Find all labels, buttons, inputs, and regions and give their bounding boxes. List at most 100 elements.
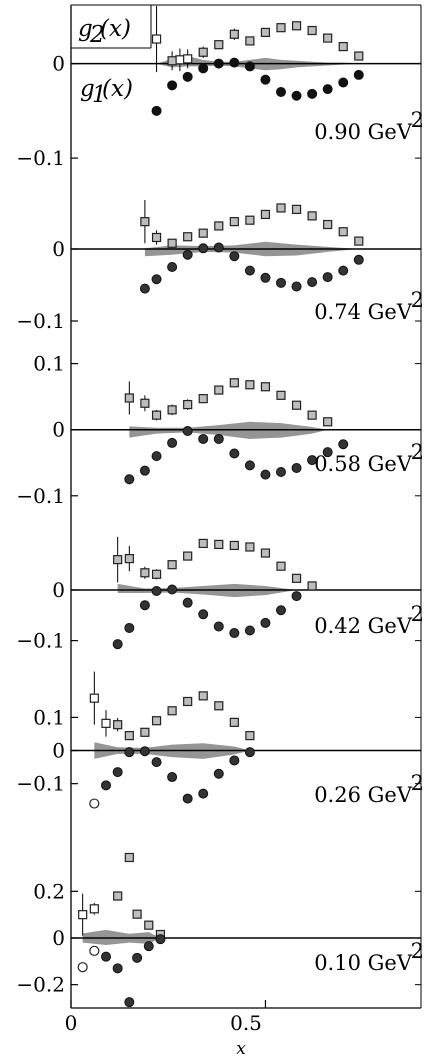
panel-0-g2-open-point-0 <box>151 34 162 44</box>
panel-2-g1-point-13 <box>322 447 333 458</box>
panel-5-g1-point-0 <box>101 951 111 962</box>
panel-1-g2-point-6 <box>229 217 239 227</box>
panel-4-g1-point-2 <box>124 747 135 758</box>
panel-5-y-tick-label-1: 0 <box>52 926 65 950</box>
panel-3-g2-point-12 <box>291 573 302 583</box>
panel-1-y-tick-label-0: 0 <box>52 237 65 261</box>
panel-1-g1-point-0 <box>139 283 150 294</box>
panel-3-g2-point-8 <box>229 540 239 551</box>
panel-4-g1-point-8 <box>213 768 224 779</box>
panel-2-g1-point-7 <box>229 448 240 459</box>
panel-4-g2-point-6 <box>198 691 208 701</box>
panel-5-q2-exponent: 2 <box>411 939 424 963</box>
panel-4-g2-open-point-1 <box>101 718 111 728</box>
panel-0-g1-point-13 <box>353 69 364 80</box>
panel-4-q2-exponent: 2 <box>411 771 424 795</box>
panel-2-g1-point-4 <box>182 426 193 437</box>
panel-2-y-tick-label-1: 0 <box>52 418 65 442</box>
panel-4-g2-point-5 <box>183 696 193 707</box>
panel-3-g1-point-6 <box>198 609 209 620</box>
panel-3-g2-point-6 <box>198 538 208 549</box>
panel-4-g1-point-1 <box>112 767 123 778</box>
panel-0-g2-point-4 <box>245 36 255 46</box>
panel-2-g1-point-12 <box>307 455 318 466</box>
panel-3-g1-point-2 <box>139 600 150 611</box>
panel-2-g1-point-8 <box>244 460 255 471</box>
panel-2-y-tick-label-0: 0.1 <box>33 352 65 376</box>
panel-1-g2-point-2 <box>167 238 177 248</box>
legend-g2-subscript: 2 <box>89 22 105 48</box>
panel-2-q2-exponent: 2 <box>411 440 424 464</box>
panel-2-g2-point-10 <box>276 390 286 400</box>
panel-0-g2-point-8 <box>307 25 317 36</box>
legend-g2: g <box>78 16 93 42</box>
x-axis-title: x <box>236 1039 246 1059</box>
panel-5-g2-open-point-1 <box>89 904 99 914</box>
panel-0-y-tick-label-0: 0 <box>52 52 65 76</box>
legend-g1: g <box>80 76 95 102</box>
panel-3-g1-point-0 <box>112 639 123 650</box>
panel-4-g1-open-point-0 <box>89 798 100 809</box>
panel-3-g2-point-7 <box>214 539 224 550</box>
panel-3-y-tick-label-0: 0 <box>52 578 65 602</box>
panel-1-g2-point-5 <box>214 221 224 231</box>
panel-2-g2-point-1 <box>140 398 150 408</box>
legend: g2(x)g1(x) <box>71 5 152 108</box>
panel-4-g1-point-9 <box>229 755 240 766</box>
panel-4-g2-open-point-0 <box>89 693 99 703</box>
panel-0-g1-point-6 <box>244 61 255 72</box>
panel-3-q2-label: 0.42 GeV <box>314 614 413 638</box>
panel-1-g2-point-4 <box>198 228 208 238</box>
panel-0-g1-point-7 <box>260 74 271 85</box>
panel-4-g2-point-8 <box>229 717 239 727</box>
panel-2-g2-point-0 <box>124 393 134 403</box>
panel-4-g1-point-6 <box>182 793 193 804</box>
panel-1-g1-point-10 <box>291 281 302 292</box>
panel-5-g1-open-point-1 <box>89 945 100 956</box>
panel-0-g2-point-5 <box>260 27 271 38</box>
panel-1-g1-point-3 <box>182 249 193 260</box>
panel-4-g2-point-9 <box>245 731 255 741</box>
panel-0-g1-point-9 <box>291 90 302 101</box>
panel-2-g1-point-9 <box>260 469 271 480</box>
panel-2-g2-point-4 <box>183 399 193 410</box>
panel-5-y-tick-label-0: 0.2 <box>33 879 65 903</box>
panel-2-g2-point-3 <box>167 405 177 415</box>
panel-4-q2-label: 0.26 GeV <box>314 783 413 807</box>
panel-3-g2-point-4 <box>167 560 177 570</box>
x-axis <box>70 1000 421 1009</box>
panel-3-g2-point-13 <box>307 581 317 591</box>
panel-0-y-tick-label-1: −0.1 <box>16 146 65 170</box>
legend-g2-argument: (x) <box>100 16 131 42</box>
panel-1-g1-point-12 <box>322 272 333 283</box>
panel-1-g2-point-1 <box>151 232 162 243</box>
panel-4-g2-point-1 <box>124 731 134 741</box>
panel-0-g1-point-1 <box>167 80 178 91</box>
panel-5-g2-open-point-0 <box>78 910 88 920</box>
panel-1-g1-point-2 <box>167 262 178 272</box>
panel-1-g1-point-8 <box>260 272 271 283</box>
panel-1-g1-point-1 <box>151 274 162 285</box>
panel-2-q2-label: 0.58 GeV <box>314 452 413 476</box>
panel-1-g2-point-0 <box>140 217 150 227</box>
panel-1-q2-exponent: 2 <box>411 288 424 312</box>
panel-2-g2-point-6 <box>214 385 224 395</box>
panel-3-g1-point-10 <box>260 617 271 628</box>
panel-0-g2-point-7 <box>291 21 302 31</box>
panel-0-g1-point-2 <box>182 71 193 82</box>
panel-3-g2-point-3 <box>151 569 162 579</box>
panel-2-g2-point-2 <box>151 410 162 420</box>
panel-5-y-tick-label-2: −0.2 <box>16 973 65 997</box>
panel-5-g1-open-point-0 <box>77 962 88 973</box>
x-tick-label-1: 0.5 <box>230 1011 262 1035</box>
panel-5-g1-point-1 <box>112 963 123 974</box>
panel-3-g1-point-3 <box>151 586 162 597</box>
panel-1-q2-label: 0.74 GeV <box>314 300 413 324</box>
panel-4-g1-point-7 <box>198 788 209 799</box>
panel-2-g2-point-12 <box>307 410 317 420</box>
panel-2-g2-point-11 <box>291 400 302 410</box>
panel-5-g1-point-2 <box>124 997 135 1008</box>
